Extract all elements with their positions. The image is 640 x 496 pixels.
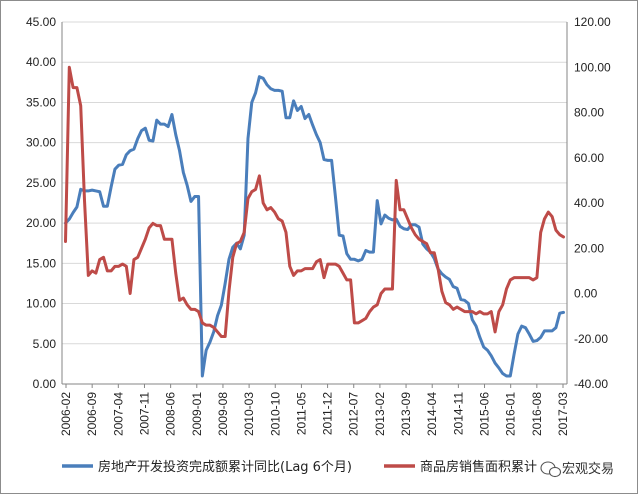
x-tick-label: 2007-04	[111, 392, 125, 436]
left-y-tick-label: 15.00	[26, 256, 56, 270]
x-tick-label: 2013-09	[399, 392, 413, 436]
left-y-tick-label: 30.00	[26, 136, 56, 150]
right-y-tick-label: 100.00	[574, 60, 611, 74]
left-y-tick-label: 20.00	[26, 216, 56, 230]
x-tick-label: 2010-10	[268, 392, 282, 436]
x-tick-labels: 2006-02 2006-09 2007-04 2007-11 2008-06 2009-…	[59, 384, 570, 436]
left-y-tick-labels: 0.00 5.00 10.00 15.00 20.00 25.00 30.00 35.00 40…	[26, 15, 56, 391]
watermark-text: 宏观交易	[562, 461, 614, 477]
x-tick-label: 2010-03	[242, 392, 256, 436]
watermark: 宏观交易	[540, 461, 614, 478]
x-tick-label: 2009-01	[190, 392, 204, 436]
left-y-tick-label: 45.00	[26, 15, 56, 29]
right-y-tick-label: -20.00	[574, 332, 608, 346]
x-tick-label: 2006-02	[59, 392, 73, 436]
left-y-tick-label: 25.00	[26, 176, 56, 190]
right-y-tick-label: 40.00	[574, 196, 604, 210]
right-y-tick-label: 120.00	[574, 15, 611, 29]
left-y-tick-label: 0.00	[33, 377, 57, 391]
right-y-tick-label: 20.00	[574, 241, 604, 255]
legend-label-sales-area: 商品房销售面积累计	[420, 459, 537, 475]
right-y-tick-label: 80.00	[574, 106, 604, 120]
series-lines	[64, 65, 565, 378]
left-y-tick-label: 5.00	[33, 337, 57, 351]
x-tick-label: 2011-12	[321, 392, 335, 435]
x-tick-label: 2011-05	[294, 392, 308, 435]
left-y-tick-label: 10.00	[26, 297, 56, 311]
left-y-tick-label: 40.00	[26, 55, 56, 69]
right-y-tick-labels: -40.00 -20.00 0.00 20.00 40.00 60.00 80.00 100.…	[574, 15, 611, 391]
x-tick-label: 2017-03	[556, 392, 570, 436]
gridlines	[62, 21, 567, 345]
series-line-investment	[64, 75, 565, 378]
x-tick-label: 2008-06	[164, 392, 178, 436]
x-tick-label: 2015-06	[478, 392, 492, 436]
legend: 房地产开发投资完成额累计同比(Lag 6个月) 商品房销售面积累计 宏观交易	[62, 459, 614, 478]
axes	[61, 22, 568, 385]
right-y-tick-label: 0.00	[574, 287, 598, 301]
left-y-tick-label: 35.00	[26, 95, 56, 109]
x-tick-label: 2006-09	[85, 392, 99, 436]
series-line-sales-area	[64, 65, 565, 338]
wechat-icon	[540, 461, 562, 478]
x-tick-label: 2016-08	[530, 392, 544, 436]
x-tick-label: 2014-11	[451, 392, 465, 435]
x-tick-label: 2009-08	[216, 392, 230, 436]
x-tick-label: 2012-07	[347, 392, 361, 436]
x-tick-label: 2014-04	[425, 392, 439, 436]
x-tick-label: 2007-11	[137, 392, 151, 435]
right-y-tick-label: -40.00	[574, 377, 608, 391]
x-tick-label: 2016-01	[504, 392, 518, 436]
legend-label-investment: 房地产开发投资完成额累计同比(Lag 6个月)	[98, 459, 352, 475]
x-tick-label: 2013-02	[373, 392, 387, 436]
right-y-tick-label: 60.00	[574, 151, 604, 165]
